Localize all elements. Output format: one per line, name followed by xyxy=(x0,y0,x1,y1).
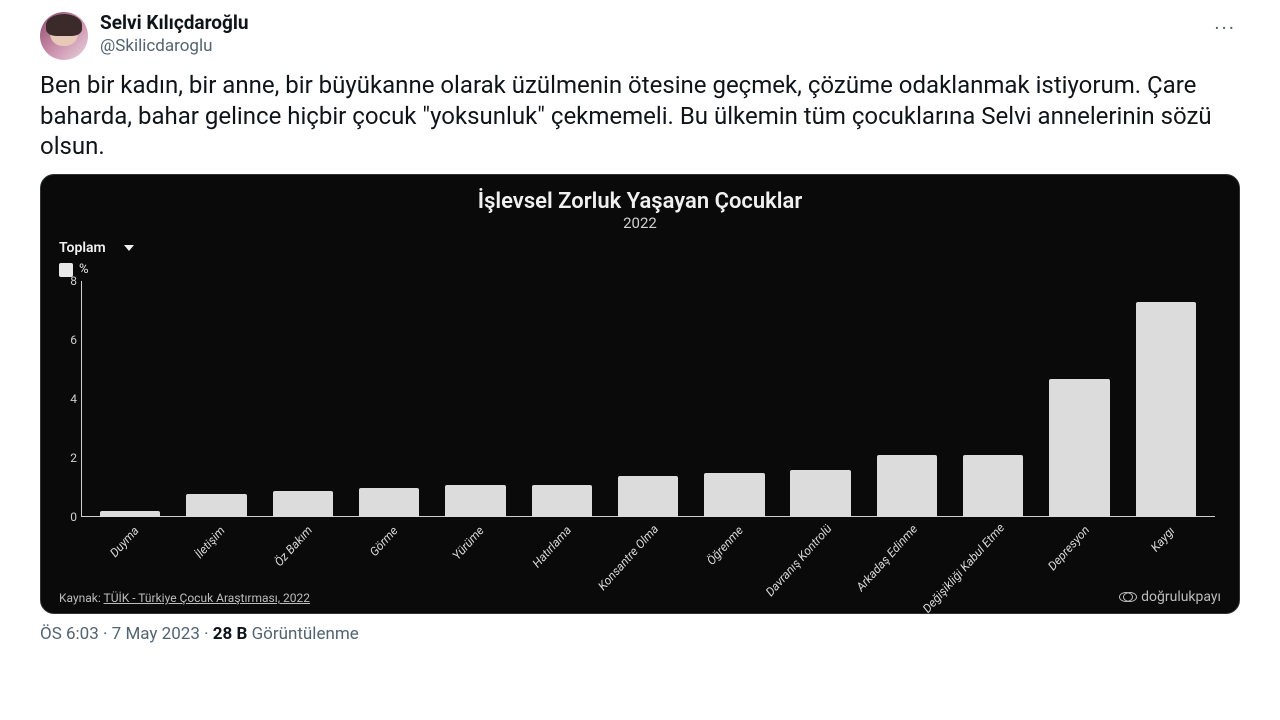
bar[interactable] xyxy=(273,491,333,518)
bar-slot xyxy=(87,281,173,517)
x-label: Konsantre Olma xyxy=(595,522,661,593)
tweet-time[interactable]: ÖS 6:03 xyxy=(40,624,99,644)
x-label-slot: Duyma xyxy=(87,517,173,595)
chart-subtitle: 2022 xyxy=(59,214,1221,232)
x-label-slot: Davranış Kontrolü xyxy=(778,517,864,595)
bar[interactable] xyxy=(790,470,850,517)
x-label-slot: Arkadaş Edinme xyxy=(864,517,950,595)
bar[interactable] xyxy=(877,455,937,517)
tweet-text: Ben bir kadın, bir anne, bir büyükanne o… xyxy=(40,70,1240,162)
handle: @Skilicdaroglu xyxy=(100,35,1198,57)
bar[interactable] xyxy=(963,455,1023,517)
legend-label: % xyxy=(79,262,89,277)
bar-slot xyxy=(778,281,864,517)
bar-slot xyxy=(519,281,605,517)
chart-plot: 02468 xyxy=(81,281,1215,517)
x-label-slot: Değişikliği Kabul Etme xyxy=(950,517,1036,595)
bar[interactable] xyxy=(359,488,419,518)
x-label: Depresyon xyxy=(1045,523,1092,573)
x-label-slot: Konsantre Olma xyxy=(605,517,691,595)
bar[interactable] xyxy=(445,485,505,517)
chart-controls: Toplam xyxy=(59,240,1221,256)
x-label: Duyma xyxy=(107,524,142,560)
chart-card: İşlevsel Zorluk Yaşayan Çocuklar 2022 To… xyxy=(40,174,1240,614)
x-label-slot: Depresyon xyxy=(1036,517,1122,595)
x-label-slot: Kaygı xyxy=(1123,517,1209,595)
views-label: Görüntülenme xyxy=(252,624,359,644)
bar-slot xyxy=(260,281,346,517)
y-tick: 2 xyxy=(70,451,77,465)
x-label-slot: İletişim xyxy=(173,517,259,595)
tweet-header: Selvi Kılıçdaroğlu @Skilicdaroglu ··· xyxy=(40,12,1240,60)
bar-slot xyxy=(605,281,691,517)
chart-legend: % xyxy=(59,262,1221,277)
tweet-meta: ÖS 6:03 · 7 May 2023 · 28 B Görüntülenme xyxy=(40,614,1240,644)
x-label: Öz Bakım xyxy=(271,523,314,569)
bar[interactable] xyxy=(532,485,592,517)
x-label: Yürüme xyxy=(450,524,487,563)
brand-icon xyxy=(1119,592,1135,602)
y-axis: 02468 xyxy=(59,281,81,517)
y-tick: 4 xyxy=(70,392,77,406)
x-label-slot: Görme xyxy=(346,517,432,595)
source-prefix: Kaynak: xyxy=(59,591,104,605)
x-label: Görme xyxy=(367,524,401,559)
brand-label: doğrulukpayı xyxy=(1141,589,1221,605)
tweet-container: Selvi Kılıçdaroğlu @Skilicdaroglu ··· Be… xyxy=(0,0,1280,644)
chart-source: Kaynak: TÜİK - Türkiye Çocuk Araştırması… xyxy=(59,591,310,605)
bar-slot xyxy=(691,281,777,517)
bar[interactable] xyxy=(704,473,764,517)
bar-slot xyxy=(1036,281,1122,517)
x-labels: Duyma İletişim Öz Bakım Görme Yürüme Hatırlam… xyxy=(81,517,1215,595)
source-link[interactable]: TÜİK - Türkiye Çocuk Araştırması, 2022 xyxy=(104,591,310,605)
y-tick: 6 xyxy=(70,333,77,347)
x-label: Hatırlama xyxy=(529,523,574,570)
x-label-slot: Öz Bakım xyxy=(260,517,346,595)
tweet-date[interactable]: 7 May 2023 xyxy=(112,624,200,644)
bar-slot xyxy=(173,281,259,517)
chart-dropdown[interactable]: Toplam xyxy=(59,240,134,256)
chart-footer: Kaynak: TÜİK - Türkiye Çocuk Araştırması… xyxy=(59,589,1221,605)
author-block[interactable]: Selvi Kılıçdaroğlu @Skilicdaroglu xyxy=(100,12,1198,57)
bar-slot xyxy=(1123,281,1209,517)
chevron-down-icon xyxy=(124,245,134,251)
y-tick: 8 xyxy=(70,274,77,288)
y-tick: 0 xyxy=(70,510,77,524)
x-label: Arkadaş Edinme xyxy=(853,522,920,594)
x-label-slot: Hatırlama xyxy=(519,517,605,595)
chart-title: İşlevsel Zorluk Yaşayan Çocuklar xyxy=(59,189,1221,214)
bar[interactable] xyxy=(1136,302,1196,517)
avatar[interactable] xyxy=(40,12,88,60)
chart-brand: doğrulukpayı xyxy=(1119,589,1221,605)
dropdown-label: Toplam xyxy=(59,240,106,256)
bar-slot xyxy=(346,281,432,517)
bar[interactable] xyxy=(1049,379,1109,518)
bar[interactable] xyxy=(186,494,246,518)
x-label-slot: Öğrenme xyxy=(691,517,777,595)
x-label: Kaygı xyxy=(1148,524,1177,554)
views-count: 28 B xyxy=(213,624,248,644)
bar-slot xyxy=(432,281,518,517)
display-name: Selvi Kılıçdaroğlu xyxy=(100,12,1198,35)
more-icon[interactable]: ··· xyxy=(1210,12,1240,44)
bars-container xyxy=(81,281,1215,517)
x-label: İletişim xyxy=(192,524,228,562)
bar-slot xyxy=(864,281,950,517)
bar-slot xyxy=(950,281,1036,517)
bar[interactable] xyxy=(618,476,678,517)
x-label-slot: Yürüme xyxy=(432,517,518,595)
x-label: Öğrenme xyxy=(704,523,746,568)
